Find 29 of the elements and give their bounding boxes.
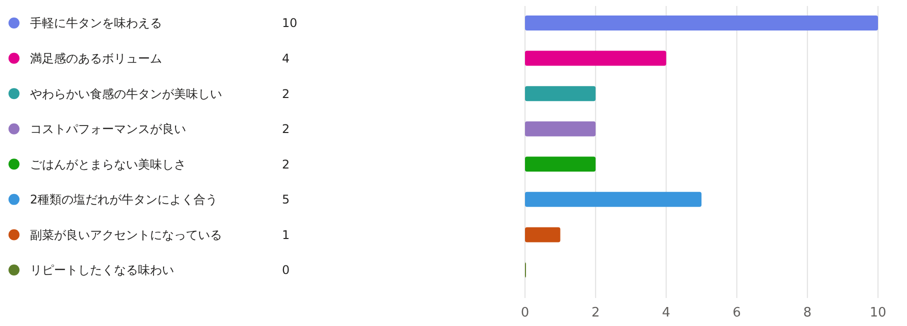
bar xyxy=(525,192,702,207)
x-tick-label: 6 xyxy=(732,306,741,321)
x-tick-label: 10 xyxy=(870,306,886,321)
text: 2 xyxy=(282,122,290,136)
x-tick-label: 8 xyxy=(803,306,812,321)
category-label: やわらかい食感の牛タンが美味しい xyxy=(30,86,222,101)
category-label: リピートしたくなる味わい xyxy=(30,263,174,278)
category-label: ごはんがとまらない美味しさ xyxy=(30,157,186,172)
text: 1 xyxy=(282,228,290,242)
x-tick-label: 4 xyxy=(662,306,670,321)
bar xyxy=(525,86,596,102)
bar xyxy=(525,156,596,172)
bar xyxy=(525,50,666,66)
bar xyxy=(525,16,878,30)
category-label: 満足感のあるボリューム xyxy=(30,51,162,66)
category-label: 2種類の塩だれが牛タンによく合う xyxy=(30,192,218,207)
text: 2 xyxy=(282,157,290,172)
text: 5 xyxy=(282,192,290,207)
text: 10 xyxy=(282,16,298,30)
text: 2 xyxy=(282,86,290,101)
x-tick-label: 0 xyxy=(520,306,530,321)
category-label: 手軽に牛タンを味わえる xyxy=(30,16,162,30)
x-tick-label: 2 xyxy=(591,306,600,321)
category-label: 副菜が良いアクセントになっている xyxy=(30,228,222,242)
category-label: コストパフォーマンスが良い xyxy=(30,122,186,136)
text: 4 xyxy=(282,51,290,66)
text: 0 xyxy=(282,263,290,278)
bar xyxy=(525,121,596,136)
bar xyxy=(525,227,560,242)
